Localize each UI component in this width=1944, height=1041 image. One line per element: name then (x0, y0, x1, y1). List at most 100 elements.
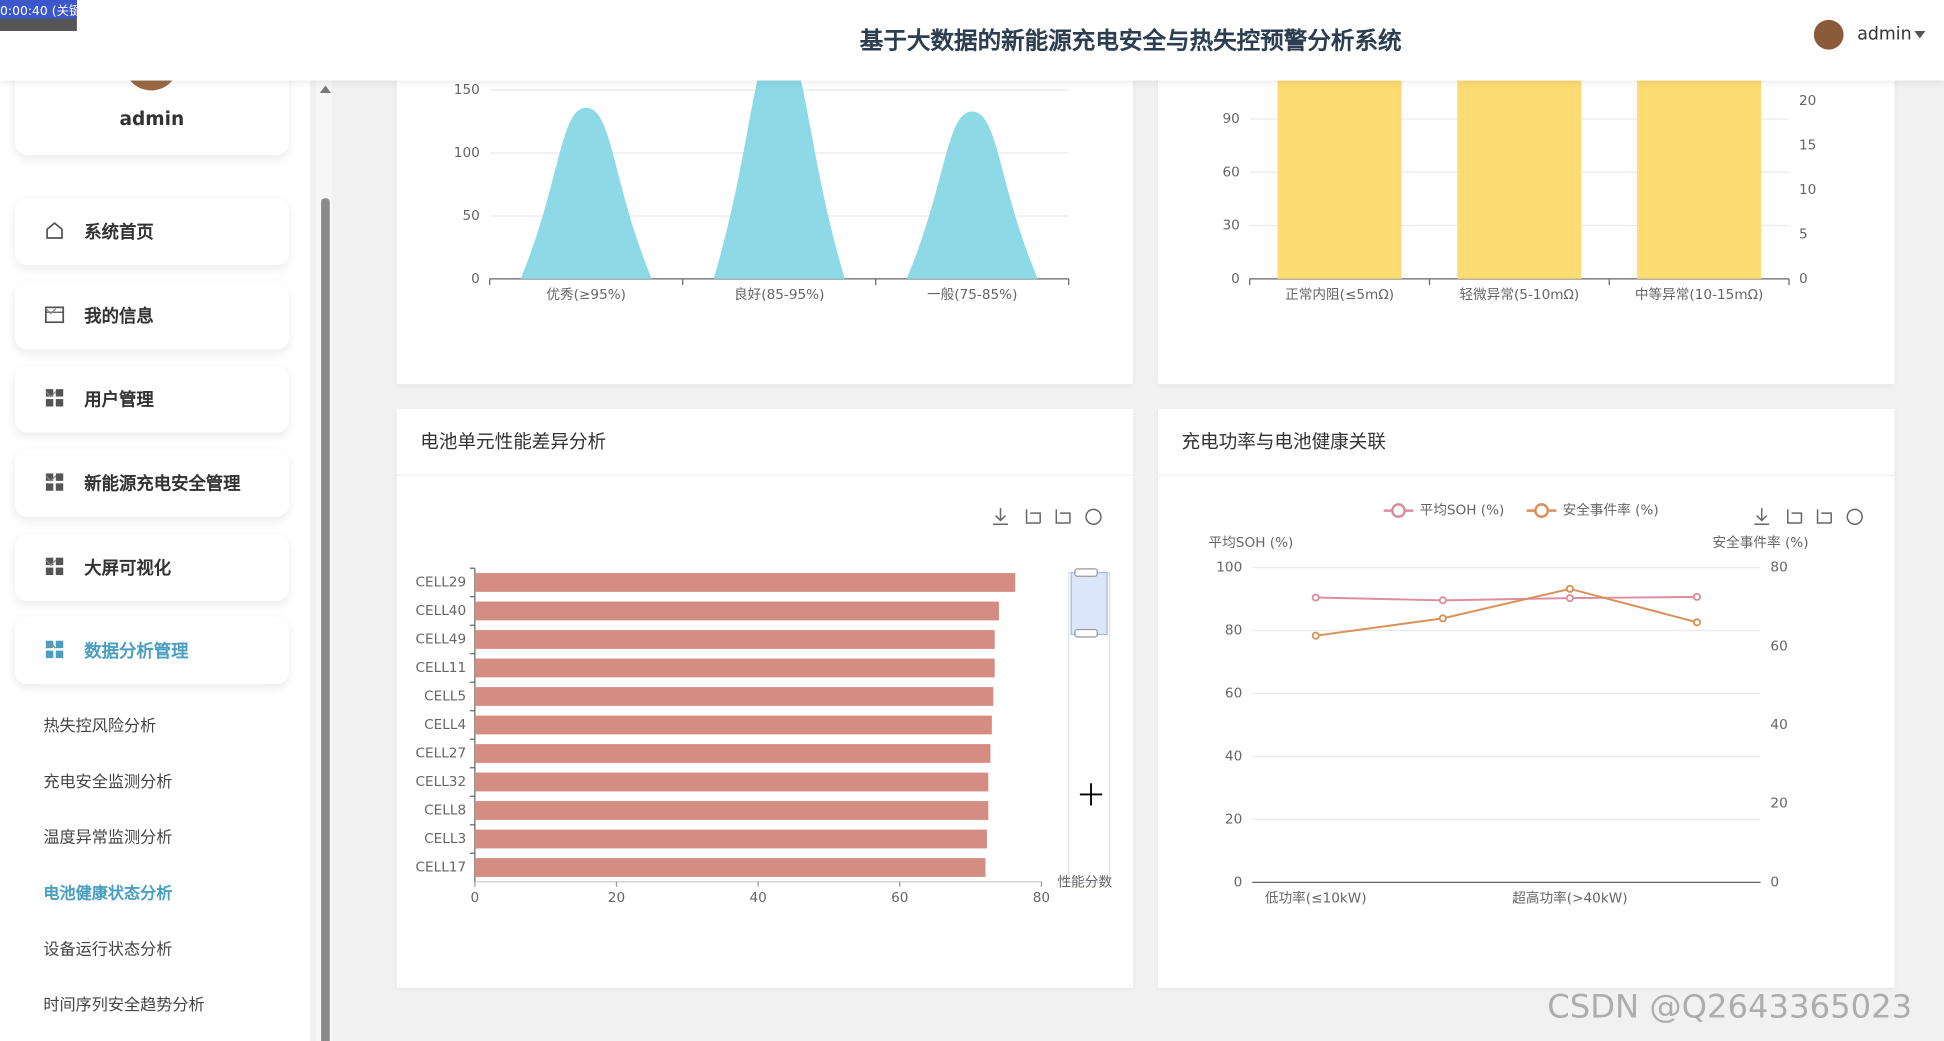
y-tick-label: 0 (1231, 271, 1240, 287)
y2-tick-label: 40 (1770, 717, 1787, 733)
y2-tick-label: 5 (1799, 226, 1808, 242)
data-point (1311, 631, 1320, 640)
y-tick-label: 0 (1234, 874, 1243, 890)
submenu-item[interactable]: 充电安全监测分析 (43, 773, 173, 792)
y2-axis-name: 安全事件率 (%) (1712, 534, 1808, 551)
username: admin (119, 107, 185, 131)
bar (474, 715, 992, 735)
user-avatar[interactable] (1813, 19, 1844, 50)
divider (396, 474, 1134, 476)
x-tick-label: 超高功率(>40kW) (1512, 889, 1627, 906)
y-tick-label: 90 (1222, 111, 1239, 127)
bar (474, 658, 995, 678)
menu-label: 大屏可视化 (84, 558, 172, 579)
y2-tick-label: 15 (1799, 138, 1816, 154)
menu-item[interactable]: 新能源充电安全管理 (14, 449, 289, 517)
bar (474, 744, 991, 763)
chevron (45, 308, 57, 315)
back-icon[interactable] (1816, 509, 1832, 524)
menu-item[interactable]: 大屏可视化 (14, 534, 289, 602)
y-tick-label: CELL29 (415, 574, 466, 590)
zoom-icon[interactable] (1025, 509, 1041, 524)
toolbox[interactable] (993, 508, 1863, 525)
legend-label: 平均SOH (%) (1420, 503, 1505, 519)
y-tick-label: CELL3 (424, 831, 466, 847)
chevron (45, 559, 57, 566)
bar (474, 829, 987, 849)
y2-tick-label: 60 (1770, 638, 1787, 654)
data-point (1565, 594, 1574, 603)
menu-item[interactable]: 系统首页 (14, 198, 289, 266)
y-tick-label: 50 (462, 208, 479, 224)
submenu-item[interactable]: 电池健康状态分析 (43, 884, 173, 904)
legend-marker (1391, 503, 1406, 519)
series-line (1315, 595, 1697, 602)
legend-label: 安全事件率 (%) (1563, 502, 1659, 519)
restore-icon[interactable] (1085, 508, 1102, 525)
y-tick-label: CELL8 (424, 803, 466, 819)
save-icon[interactable] (993, 508, 1008, 525)
y-tick-label: CELL4 (424, 717, 466, 733)
chart-title: 充电功率与电池健康关联 (1182, 432, 1386, 453)
bar (474, 772, 989, 792)
y-tick-label: 100 (454, 145, 480, 161)
watermark: CSDN @Q2643365023 (1547, 988, 1913, 1027)
save-icon[interactable] (1754, 508, 1770, 525)
submenu-item[interactable]: 热失控风险分析 (43, 717, 157, 737)
scroll-arrow[interactable] (319, 84, 332, 94)
bar (474, 801, 989, 820)
user-caret[interactable] (1914, 30, 1926, 40)
y-tick-label: 20 (1225, 811, 1242, 827)
bar (474, 573, 1016, 592)
x-tick-label: 0 (471, 890, 480, 906)
y-tick-label: CELL49 (415, 631, 466, 647)
menu-item[interactable]: 数据分析管理 (14, 617, 289, 685)
y-tick-label: 40 (1225, 748, 1242, 764)
menu-item[interactable]: 我的信息 (14, 282, 289, 350)
series-line (1315, 587, 1698, 637)
menu-label: 新能源充电安全管理 (84, 474, 241, 495)
x-tick-label: 正常内阻(≤5mΩ) (1285, 287, 1394, 303)
y-tick-label: 80 (1225, 623, 1242, 639)
y-tick-label: CELL40 (415, 603, 466, 619)
scrollbar[interactable] (316, 80, 333, 1041)
grid-icon (45, 389, 64, 407)
recording-badge: 0:00:40 (关键帧) (53%) (0, 0, 77, 31)
panel (1157, 408, 1895, 988)
submenu-item[interactable]: 时间序列安全趋势分析 (43, 996, 205, 1015)
y2-tick-label: 0 (1799, 271, 1808, 287)
profile-card: admin (14, 80, 289, 155)
y-tick-label: CELL17 (415, 860, 466, 876)
bar (474, 601, 999, 621)
restore-icon[interactable] (1846, 508, 1863, 525)
x-tick-label: 60 (891, 890, 908, 906)
bar (474, 687, 994, 706)
back-icon[interactable] (1055, 509, 1071, 524)
scroll-thumb[interactable] (321, 198, 330, 1041)
submenu-item[interactable]: 设备运行状态分析 (43, 940, 173, 960)
data-point (1311, 593, 1320, 602)
chevron (45, 391, 57, 398)
y2-tick-label: 10 (1799, 182, 1816, 198)
avatar (123, 80, 179, 91)
pictorial-bar (906, 111, 1038, 279)
x-tick-label: 中等异常(10-15mΩ) (1635, 286, 1763, 303)
zoom-handle[interactable] (1074, 568, 1098, 577)
zoom-icon[interactable] (1787, 509, 1803, 524)
user-name[interactable]: admin (1857, 24, 1912, 45)
data-zoom[interactable] (1068, 568, 1111, 884)
x-tick-label: 低功率(≤10kW) (1265, 889, 1367, 906)
zoom-handle[interactable] (1074, 628, 1098, 638)
zoom-window[interactable] (1070, 571, 1108, 636)
x-tick-label: 80 (1033, 890, 1050, 906)
menu-item[interactable]: 用户管理 (14, 365, 289, 433)
header: 基于大数据的新能源充电安全与热失控预警分析系统 admin (0, 0, 1944, 81)
y-tick-label: CELL27 (415, 745, 466, 761)
submenu-item[interactable]: 温度异常监测分析 (43, 829, 173, 848)
page-title: 基于大数据的新能源充电安全与热失控预警分析系统 (859, 27, 1402, 55)
x-tick-label: 20 (608, 890, 625, 906)
y-tick-label: CELL5 (424, 688, 466, 704)
y-tick-label: 30 (1222, 218, 1239, 234)
